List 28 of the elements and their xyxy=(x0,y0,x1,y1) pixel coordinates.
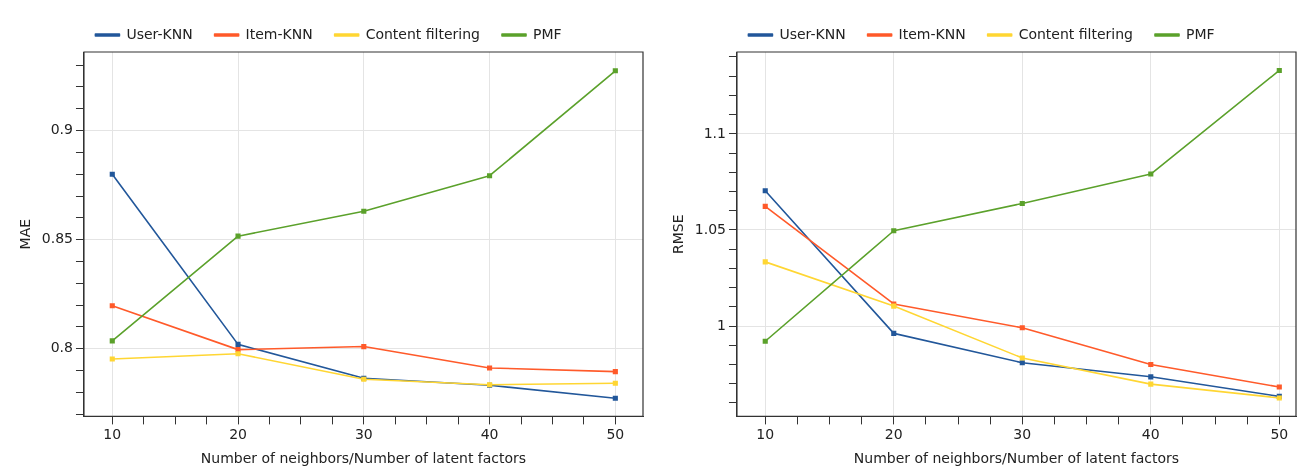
legend-label: User-KNN xyxy=(779,25,846,42)
y-axis-title: MAE xyxy=(17,218,34,250)
legend-label: PMF xyxy=(1186,25,1215,42)
x-tick-label: 40 xyxy=(480,426,499,443)
y-tick-label: 1.05 xyxy=(694,220,726,237)
legend-label: User-KNN xyxy=(126,25,193,42)
legend-label: PMF xyxy=(533,25,562,42)
y-tick-label: 0.9 xyxy=(50,121,73,138)
x-tick-label: 50 xyxy=(606,426,625,443)
x-axis-title: Number of neighbors/Number of latent factors xyxy=(853,450,1180,467)
x-tick-label: 10 xyxy=(103,426,122,443)
x-tick-label: 20 xyxy=(884,426,903,443)
legend-label: Content filtering xyxy=(1018,25,1134,42)
y-tick-label: 0.85 xyxy=(41,230,73,247)
x-tick-label: 50 xyxy=(1270,426,1289,443)
x-tick-label: 30 xyxy=(354,426,373,443)
y-axis-title: RMSE xyxy=(670,214,687,254)
x-tick-label: 30 xyxy=(1013,426,1032,443)
y-tick-label: 0.8 xyxy=(50,339,73,356)
legend-label: Item-KNN xyxy=(245,25,313,42)
x-tick-label: 40 xyxy=(1141,426,1160,443)
legend-label: Content filtering xyxy=(365,25,481,42)
y-tick-label: 1.1 xyxy=(703,124,726,141)
x-axis-title: Number of neighbors/Number of latent factors xyxy=(200,450,527,467)
y-tick-label: 1 xyxy=(717,316,726,333)
legend-label: Item-KNN xyxy=(898,25,966,42)
x-tick-label: 20 xyxy=(229,426,247,443)
x-tick-label: 10 xyxy=(756,426,775,443)
